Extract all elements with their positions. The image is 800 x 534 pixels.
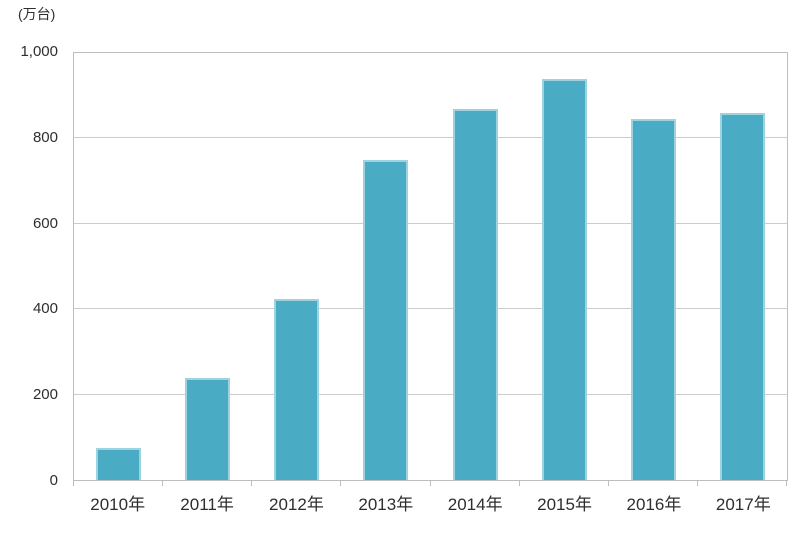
gridline-800 — [74, 137, 787, 139]
x-tick-label-2014: 2014年 — [447, 495, 503, 514]
bar-2013 — [363, 159, 409, 480]
bar-2012 — [274, 298, 320, 480]
y-tick-label-1000: 1,000 — [20, 43, 58, 60]
x-axis-tick — [518, 481, 520, 486]
bar-2016 — [630, 119, 676, 480]
bar-2010 — [96, 447, 142, 480]
x-tick-label-2012: 2012年 — [269, 495, 324, 514]
x-tick-label-2013: 2013年 — [358, 495, 414, 514]
x-axis-tick — [251, 481, 253, 486]
x-axis-tick — [786, 481, 787, 486]
y-tick-label-800: 800 — [32, 128, 58, 146]
x-axis-tick — [162, 481, 164, 486]
x-axis-tick — [696, 481, 698, 486]
x-tick-label-2016: 2016年 — [626, 495, 682, 514]
y-tick-label-200: 200 — [32, 386, 58, 404]
x-tick-label-2017: 2017年 — [715, 495, 771, 514]
x-axis-tick — [607, 481, 609, 486]
x-axis-labels: 2010年 2011年 2012年 2013年 2014年 2015年 2016年 2017年 — [73, 494, 788, 516]
gridline-200 — [74, 393, 787, 395]
x-axis-tick — [340, 481, 342, 486]
x-axis-tick — [429, 481, 431, 486]
gridline-400 — [74, 308, 787, 310]
plot-area — [73, 52, 788, 486]
bar-2015 — [541, 78, 587, 480]
x-tick-label-2015: 2015年 — [537, 495, 592, 514]
x-axis-tick — [73, 481, 74, 486]
x-tick-label-2011: 2011年 — [180, 495, 234, 514]
y-tick-label-400: 400 — [32, 300, 58, 318]
bar-2011 — [185, 377, 231, 480]
y-tick-label-600: 600 — [32, 214, 58, 232]
x-tick-label-2010: 2010年 — [90, 495, 146, 514]
bar-2017 — [719, 112, 765, 480]
y-tick-label-0: 0 — [49, 472, 58, 489]
bar-2014 — [452, 108, 498, 480]
gridline-600 — [74, 222, 787, 224]
y-axis-unit-label: (万台) — [18, 6, 56, 22]
